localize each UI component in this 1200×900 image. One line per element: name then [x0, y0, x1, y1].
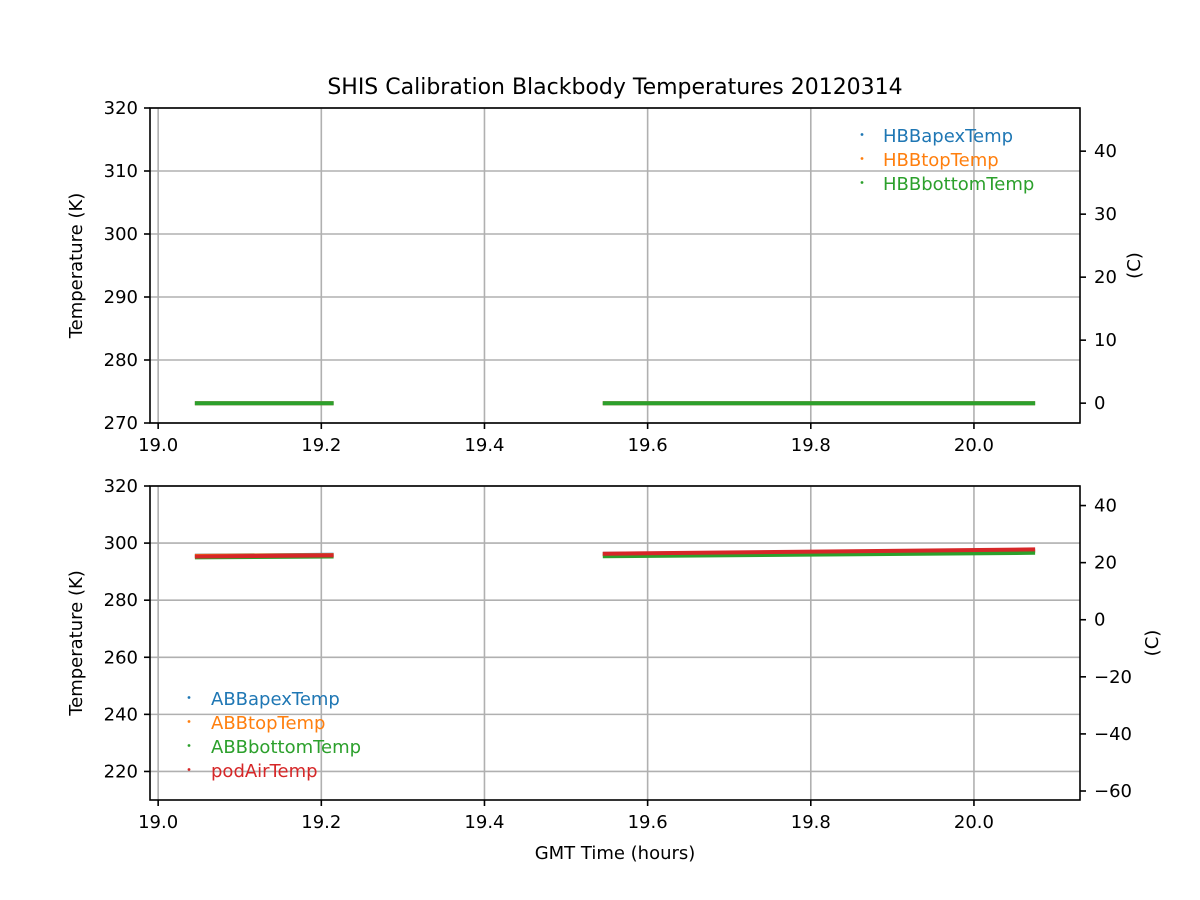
legend: ABBapexTemp ABBtopTemp ABBbottomTemp podAir…: [187, 689, 361, 782]
series-ABBbottomTemp-segment: [602, 550, 1036, 559]
x-tick-label: 19.6: [628, 435, 668, 456]
x-tick-label: 19.2: [301, 812, 341, 833]
y-axis-label: Temperature (K): [66, 193, 87, 340]
y-axis-label: Temperature (K): [66, 570, 87, 717]
y2-tick-label: 20: [1094, 267, 1117, 288]
y-tick-label: 280: [104, 350, 138, 371]
y-tick-label: 320: [104, 476, 138, 497]
y-tick-label: 240: [104, 704, 138, 725]
x-tick-label: 19.0: [138, 812, 178, 833]
y2-axis-label: (C): [1142, 630, 1163, 657]
y-tick-label: 310: [104, 161, 138, 182]
x-axis-label: GMT Time (hours): [535, 843, 696, 864]
legend-marker: [187, 768, 191, 771]
y2-tick-label: 0: [1094, 393, 1105, 414]
legend-marker: [860, 133, 864, 136]
series-podAirTemp-segment: [602, 547, 1036, 556]
y2-tick-label: 0: [1094, 610, 1105, 631]
y2-tick-label: 40: [1094, 141, 1117, 162]
legend-label: ABBbottomTemp: [211, 737, 361, 758]
legend-marker: [187, 696, 191, 699]
legend: HBBapexTemp HBBtopTemp HBBbottomTemp: [860, 126, 1034, 195]
y-tick-label: 280: [104, 590, 138, 611]
legend-label: HBBbottomTemp: [883, 174, 1034, 195]
chart-panel-2: 19.0 19.2 19.4 19.6 19.8 20.0 220 240 260 280 300 3…: [66, 476, 1163, 864]
y2-tick-label: 30: [1094, 204, 1117, 225]
y-tick-label: 260: [104, 647, 138, 668]
y2-tick-label: 40: [1094, 496, 1117, 517]
legend-marker: [860, 181, 864, 184]
y2-tick-label: −20: [1094, 667, 1132, 688]
x-tick-label: 20.0: [954, 435, 994, 456]
chart-title: SHIS Calibration Blackbody Temperatures …: [327, 75, 902, 100]
chart-panel-1: 19.0 19.2 19.4 19.6 19.8 20.02702802903003103…: [66, 75, 1145, 456]
x-tick-label: 19.4: [464, 812, 504, 833]
y-tick-label: 300: [104, 224, 138, 245]
x-tick-label: 19.8: [791, 435, 831, 456]
y2-tick-label: −40: [1094, 724, 1132, 745]
y-tick-label: 300: [104, 533, 138, 554]
y-tick-label: 220: [104, 761, 138, 782]
x-tick-label: 19.0: [138, 435, 178, 456]
legend-label: HBBtopTemp: [883, 150, 999, 171]
x-tick-label: 19.4: [464, 435, 504, 456]
y2-axis-label: (C): [1124, 252, 1145, 279]
x-tick-label: 19.2: [301, 435, 341, 456]
x-tick-label: 19.6: [628, 812, 668, 833]
legend-label: ABBapexTemp: [211, 689, 340, 710]
y-tick-label: 270: [104, 413, 138, 434]
y-tick-label: 320: [104, 98, 138, 119]
legend-marker: [860, 157, 864, 160]
x-tick-label: 19.8: [791, 812, 831, 833]
legend-marker: [187, 744, 191, 747]
legend-label: ABBtopTemp: [211, 713, 325, 734]
y2-tick-label: 20: [1094, 553, 1117, 574]
legend-label: podAirTemp: [211, 761, 318, 782]
y2-tick-label: −60: [1094, 781, 1132, 802]
plot-frame: [149, 485, 1081, 801]
legend-label: HBBapexTemp: [883, 126, 1013, 147]
y-tick-label: 290: [104, 287, 138, 308]
legend-marker: [187, 720, 191, 723]
series-podAirTemp-segment: [194, 553, 334, 559]
x-tick-label: 20.0: [954, 812, 994, 833]
y2-tick-label: 10: [1094, 330, 1117, 351]
plot-frame: [149, 107, 1081, 424]
